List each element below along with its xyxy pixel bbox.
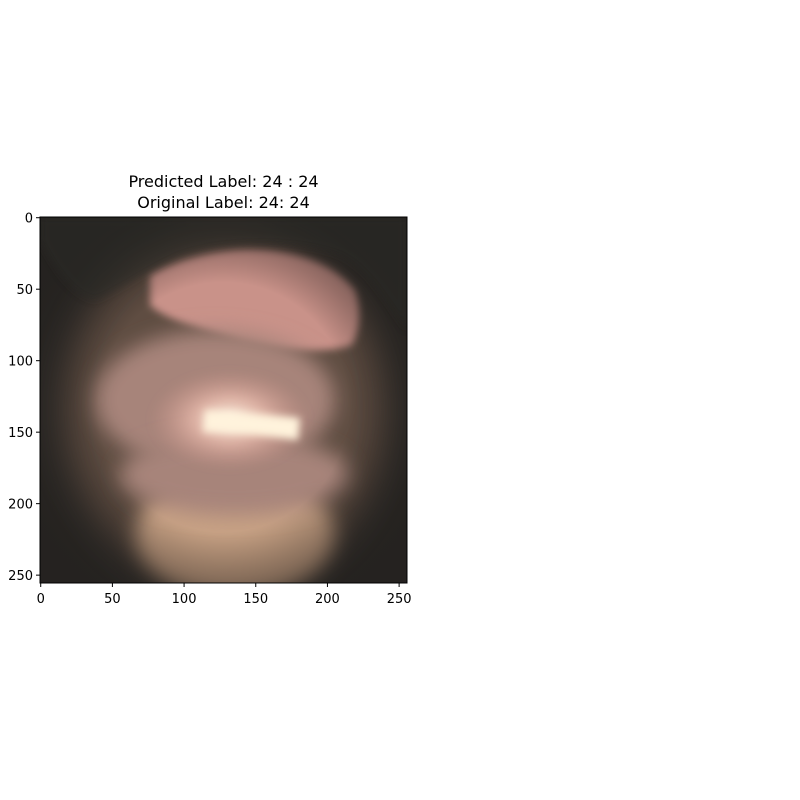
chart-title-line: Original Label: 24: 24 <box>137 193 310 212</box>
x-tick-label: 250 <box>387 592 412 607</box>
y-tick-label: 0 <box>25 212 33 227</box>
y-tick-label: 250 <box>8 569 33 584</box>
x-axis: 0 50 100 150 200 250 <box>37 583 412 607</box>
x-tick-label: 50 <box>104 592 121 607</box>
y-tick-label: 100 <box>8 355 33 370</box>
chart-title-line: Predicted Label: 24 : 24 <box>128 172 318 191</box>
y-tick-label: 200 <box>8 498 33 513</box>
x-tick-label: 100 <box>172 592 197 607</box>
x-tick-label: 150 <box>243 592 268 607</box>
image-display <box>40 217 407 583</box>
y-axis: 0 50 100 150 200 250 <box>8 212 40 584</box>
y-tick-label: 150 <box>8 426 33 441</box>
x-tick-label: 200 <box>315 592 340 607</box>
image-rim-shadow <box>40 217 407 330</box>
y-tick-label: 50 <box>16 283 33 298</box>
axes-frame <box>39 216 408 584</box>
x-tick-label: 0 <box>37 592 45 607</box>
chart-title: Predicted Label: 24 : 24 Original Label:… <box>128 172 318 212</box>
